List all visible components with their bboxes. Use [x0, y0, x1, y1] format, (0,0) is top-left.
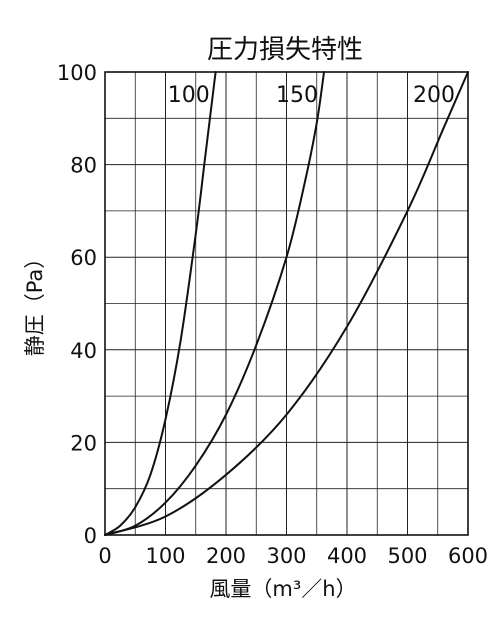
- y-tick-label: 60: [70, 246, 97, 270]
- y-tick-label: 80: [70, 154, 97, 178]
- y-tick-label: 0: [84, 524, 97, 548]
- plot-area-border: [104, 71, 469, 536]
- y-axis-label: 静圧（Pa）: [23, 248, 47, 357]
- x-tick-label: 100: [145, 544, 185, 568]
- x-tick-label: 400: [327, 544, 367, 568]
- grid: [104, 71, 469, 536]
- x-tick-label: 200: [206, 544, 246, 568]
- x-tick-label: 300: [266, 544, 306, 568]
- y-tick-label: 100: [57, 61, 97, 85]
- series-lines: [104, 71, 469, 536]
- y-tick-label: 40: [70, 339, 97, 363]
- y-tick-label: 20: [70, 431, 97, 455]
- x-tick-label: 0: [98, 544, 111, 568]
- x-axis-label: 風量（m³／h）: [209, 577, 356, 601]
- series-label-100: 100: [168, 83, 210, 108]
- chart-title: 圧力損失特性: [207, 35, 363, 65]
- series-label-150: 150: [276, 83, 318, 108]
- series-line-200: [104, 71, 469, 536]
- series-label-200: 200: [413, 83, 455, 108]
- series-labels: 100 150 200: [168, 83, 455, 108]
- series-line-150: [104, 71, 326, 536]
- tick-labels: 0 100 200 300 400 500 600 0 20 40 60 80 100: [57, 61, 488, 568]
- x-tick-label: 500: [387, 544, 427, 568]
- series-line-100: [104, 71, 217, 536]
- x-tick-label: 600: [448, 544, 488, 568]
